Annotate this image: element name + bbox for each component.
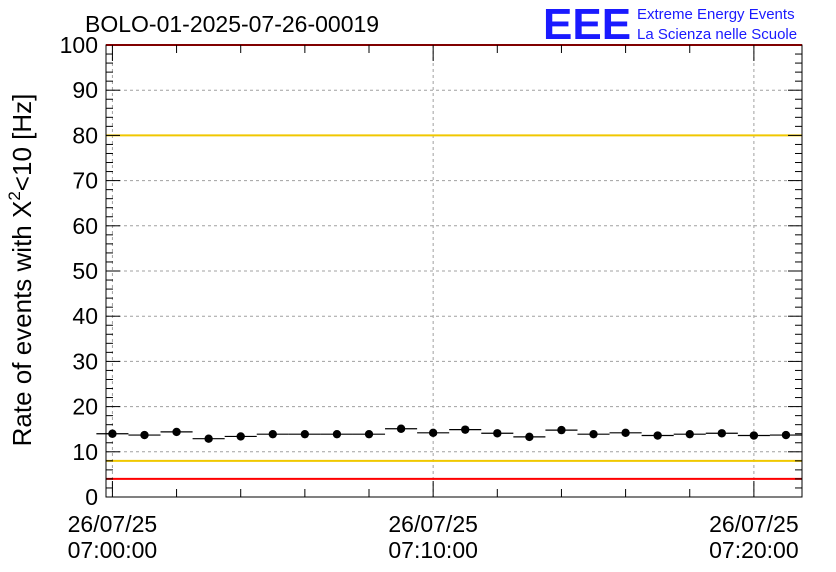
y-axis-label: Rate of events with X2<10 [Hz] [5, 94, 37, 447]
data-point [749, 431, 759, 440]
y-tick-label: 60 [72, 213, 98, 239]
data-point [717, 429, 727, 438]
y-tick-label: 70 [72, 168, 98, 194]
chart-title: BOLO-01-2025-07-26-00019 [85, 11, 379, 37]
data-point [268, 429, 277, 439]
data-point [396, 424, 406, 433]
data-point [364, 429, 374, 439]
y-axis-label-main: Rate of events with X [7, 201, 37, 447]
data-point [557, 425, 566, 435]
y-tick-label: 30 [72, 348, 98, 374]
data-point [108, 429, 117, 438]
y-axis-label-superscript: 2 [5, 191, 24, 200]
y-axis-label-tail: <10 [Hz] [7, 94, 37, 192]
logo-line-2: La Scienza nelle Scuole [637, 26, 797, 43]
y-tick-label: 50 [72, 258, 98, 284]
data-point [621, 428, 630, 438]
y-tick-label: 20 [72, 394, 98, 420]
y-tick-label: 10 [72, 439, 98, 465]
eee-logo: EEE Extreme Energy Events La Scienza nel… [543, 0, 797, 49]
x-tick-date: 26/07/25 [388, 511, 478, 537]
data-point [140, 430, 149, 440]
data-point [461, 425, 470, 434]
y-tick-label: 80 [72, 122, 98, 148]
data-point [493, 429, 502, 438]
data-point [525, 432, 534, 442]
data-series [96, 424, 802, 443]
data-point [428, 428, 438, 438]
x-tick-time: 07:00:00 [68, 537, 158, 563]
reference-lines [106, 44, 802, 480]
y-tick-label: 0 [85, 484, 98, 510]
data-point [172, 427, 181, 437]
y-tick-label: 90 [72, 77, 98, 103]
data-point [781, 430, 791, 440]
data-point [236, 432, 245, 441]
data-point [204, 434, 213, 443]
x-tick-date: 26/07/25 [709, 511, 799, 537]
data-point [653, 431, 662, 440]
data-point [300, 429, 310, 439]
x-axis-ticks: 26/07/2507:00:0026/07/2507:10:0026/07/25… [68, 45, 799, 563]
x-tick-time: 07:10:00 [388, 537, 478, 563]
y-axis-ticks: 0 10 20 30 40 50 60 70 80 90 100 [60, 32, 802, 510]
x-tick-date: 26/07/25 [68, 511, 158, 537]
y-tick-label: 100 [60, 32, 98, 58]
logo-mark: EEE [543, 0, 631, 49]
data-point [332, 429, 342, 439]
data-point [685, 429, 694, 439]
y-tick-label: 40 [72, 303, 98, 329]
logo-line-1: Extreme Energy Events [637, 6, 795, 23]
data-point [589, 429, 598, 439]
x-tick-time: 07:20:00 [709, 537, 799, 563]
